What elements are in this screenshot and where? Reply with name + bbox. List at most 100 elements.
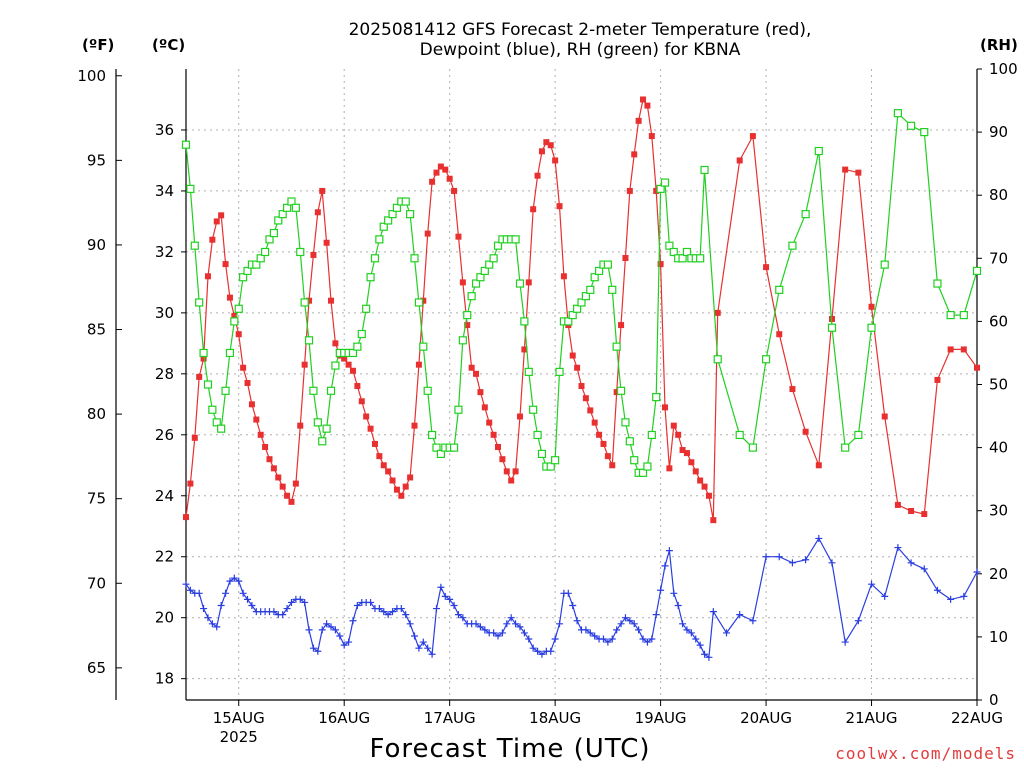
temperature-point [332,340,339,347]
rh-point [959,310,968,320]
dewpoint-point [551,635,559,643]
dewpoint-point [323,620,331,628]
dewpoint-point [270,608,278,616]
dewpoint-point [279,611,287,619]
dewpoint-point [244,595,252,603]
dewpoint-point [854,617,862,625]
rh-point [476,273,485,282]
temperature-point [626,187,633,194]
temperature-point [538,148,545,155]
rh-tick-label: 40 [989,439,1008,457]
rh-point [392,203,402,212]
x-axis-title: Forecast Time (UTC) [369,734,651,764]
temperature-point [960,346,967,353]
temperature-point [420,297,427,304]
temperature-point [653,187,660,194]
rh-point [586,285,595,294]
rh-point [696,254,705,263]
temperature-point [613,389,620,396]
rh-point [568,310,577,320]
temperature-point [363,413,370,420]
rh-point [427,430,437,440]
dewpoint-point [331,626,339,634]
rh-point [362,304,371,313]
rh-point [432,443,441,452]
celsius-tick-label: 20 [155,609,174,627]
temperature-point [675,431,682,438]
dewpoint-point [503,620,511,628]
chart-title-line1: 2025081412 GFS Forecast 2-meter Temperat… [348,20,812,40]
temperature-point [301,361,308,368]
dewpoint-point [287,598,295,606]
temperature-point [380,462,387,469]
rh-point [603,260,612,269]
rh-point [564,317,573,326]
rh-point [748,443,757,452]
temperature-point [894,501,901,508]
fahrenheit-tick-label: 90 [87,236,106,254]
rh-point [181,140,191,149]
rh-point [520,317,529,326]
dewpoint-point [661,562,669,570]
temperature-point [200,355,207,362]
dewpoint-point [635,626,643,634]
dewpoint-point [186,586,194,594]
dewpoint-point [529,644,537,652]
rh-point [401,197,410,206]
data-series [181,96,982,661]
rh-point [555,367,564,376]
rh-point [893,109,903,118]
temperature-point [314,209,321,216]
temperature-point [670,422,677,429]
rh-point [326,386,336,395]
temperature-point [240,364,247,371]
rh-point [485,260,494,269]
rh-point [656,184,665,193]
fahrenheit-tick-label: 70 [87,574,106,592]
rh-point [489,254,498,263]
rh-point [854,430,863,440]
dewpoint-point [665,547,673,555]
rh-point [608,285,617,294]
temperature-point [376,453,383,460]
dewpoint-point [283,605,291,613]
dewpoint-point [617,620,625,628]
dewpoint-point [696,641,704,649]
temperature-point [688,459,695,466]
temperature-point [187,480,194,487]
temperature-point [521,346,528,353]
fahrenheit-tick-label: 100 [77,67,106,85]
dewpoint-point [868,580,876,588]
temperature-point [288,498,295,505]
rh-point [660,178,670,187]
temperature-point [802,428,809,435]
rh-point [291,203,300,212]
dewpoint-point [309,644,317,652]
temperature-point [596,431,603,438]
temperature-point [226,294,233,301]
dewpoint-point [353,602,361,610]
temperature-point [789,386,796,393]
rh-point [234,304,243,313]
temperature-point [842,166,849,173]
rh-point [920,128,929,137]
temperature-line [185,98,978,521]
dewpoint-point [226,577,234,585]
rh-point [652,393,661,402]
rh-tick-label: 100 [989,60,1018,78]
temperature-point [736,157,743,164]
temperature-point [270,465,277,472]
temperature-point [525,279,532,286]
dewpoint-point [586,629,594,637]
dewpoint-point [384,611,392,619]
rh-point [827,323,837,332]
rh-point [814,146,823,156]
temperature-point [468,364,475,371]
temperature-point [530,206,537,213]
temperature-point [424,230,431,237]
temperature-point [683,450,690,457]
dewpoint-point [556,620,564,628]
rh-point [573,304,582,313]
temperature-point [297,422,304,429]
dewpoint-point [841,638,849,646]
